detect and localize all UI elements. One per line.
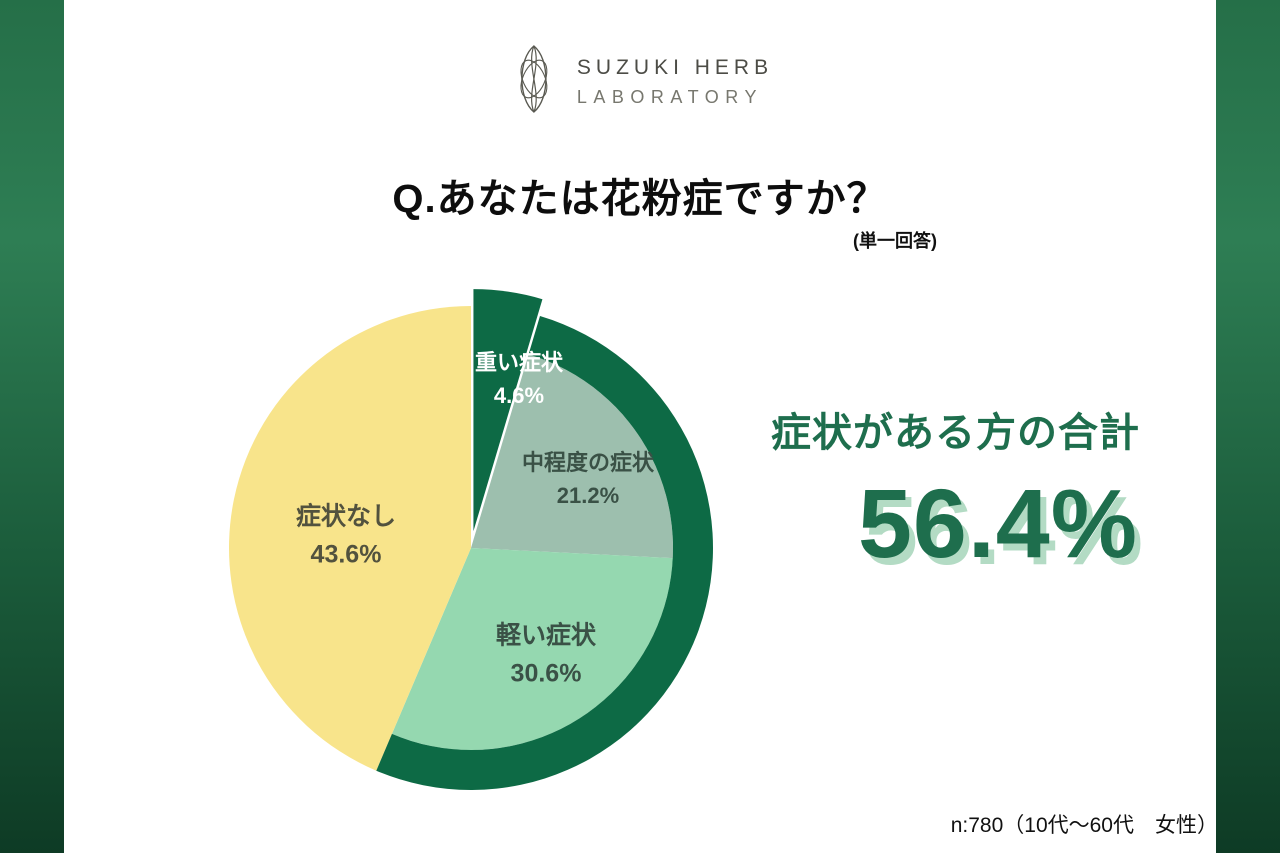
pie-slice-0-exploded [473, 289, 543, 532]
pie-label-severe-text: 重い症状 [474, 350, 564, 375]
sample-footnote: n:780（10代〜60代 女性） [950, 814, 1218, 837]
pie-label-severe: 重い症状 4.6% [475, 346, 563, 412]
pie-highlight-ring [376, 316, 714, 791]
pie-label-moderate: 中程度の症状 21.2% [522, 446, 654, 512]
pie-label-mild-text: 軽い症状 [495, 621, 597, 650]
brand-logo: SUZUKI HERB LABORATORY [507, 42, 773, 121]
question-note: (単一回答) [853, 231, 937, 251]
brand-name-line2: LABORATORY [576, 86, 763, 107]
brand-name-line1: SUZUKI HERB [576, 55, 774, 79]
summary-block: 症状がある方の合計 56.4% [718, 400, 1193, 580]
pie-slice-1 [471, 354, 673, 559]
pie-chart-svg [229, 289, 714, 791]
right-green-border [1216, 0, 1280, 853]
pie-label-none-value: 43.6% [310, 540, 382, 568]
left-green-border [0, 0, 64, 853]
pie-label-mild-value: 30.6% [510, 659, 582, 687]
leaf-emblem-icon [507, 42, 561, 121]
summary-label: 症状がある方の合計 [771, 411, 1140, 455]
pie-slice-3 [229, 306, 471, 771]
pie-chart: 重い症状 4.6% 中程度の症状 21.2% 軽い症状 30.6% 症状なし 4… [180, 255, 760, 835]
pie-label-severe-value: 4.6% [493, 383, 545, 408]
pie-label-none-text: 症状なし [295, 502, 397, 531]
pie-label-moderate-text: 中程度の症状 [521, 450, 655, 475]
pie-label-moderate-value: 21.2% [556, 483, 620, 508]
summary-value: 56.4% [857, 469, 1139, 578]
pie-label-mild: 軽い症状 30.6% [496, 618, 596, 693]
brand-wordmark: SUZUKI HERB LABORATORY [577, 56, 773, 108]
question-title: Q.あなたは花粉症ですか？ [392, 177, 888, 221]
pie-slice-2 [391, 548, 673, 750]
pie-label-none: 症状なし 43.6% [296, 499, 396, 574]
